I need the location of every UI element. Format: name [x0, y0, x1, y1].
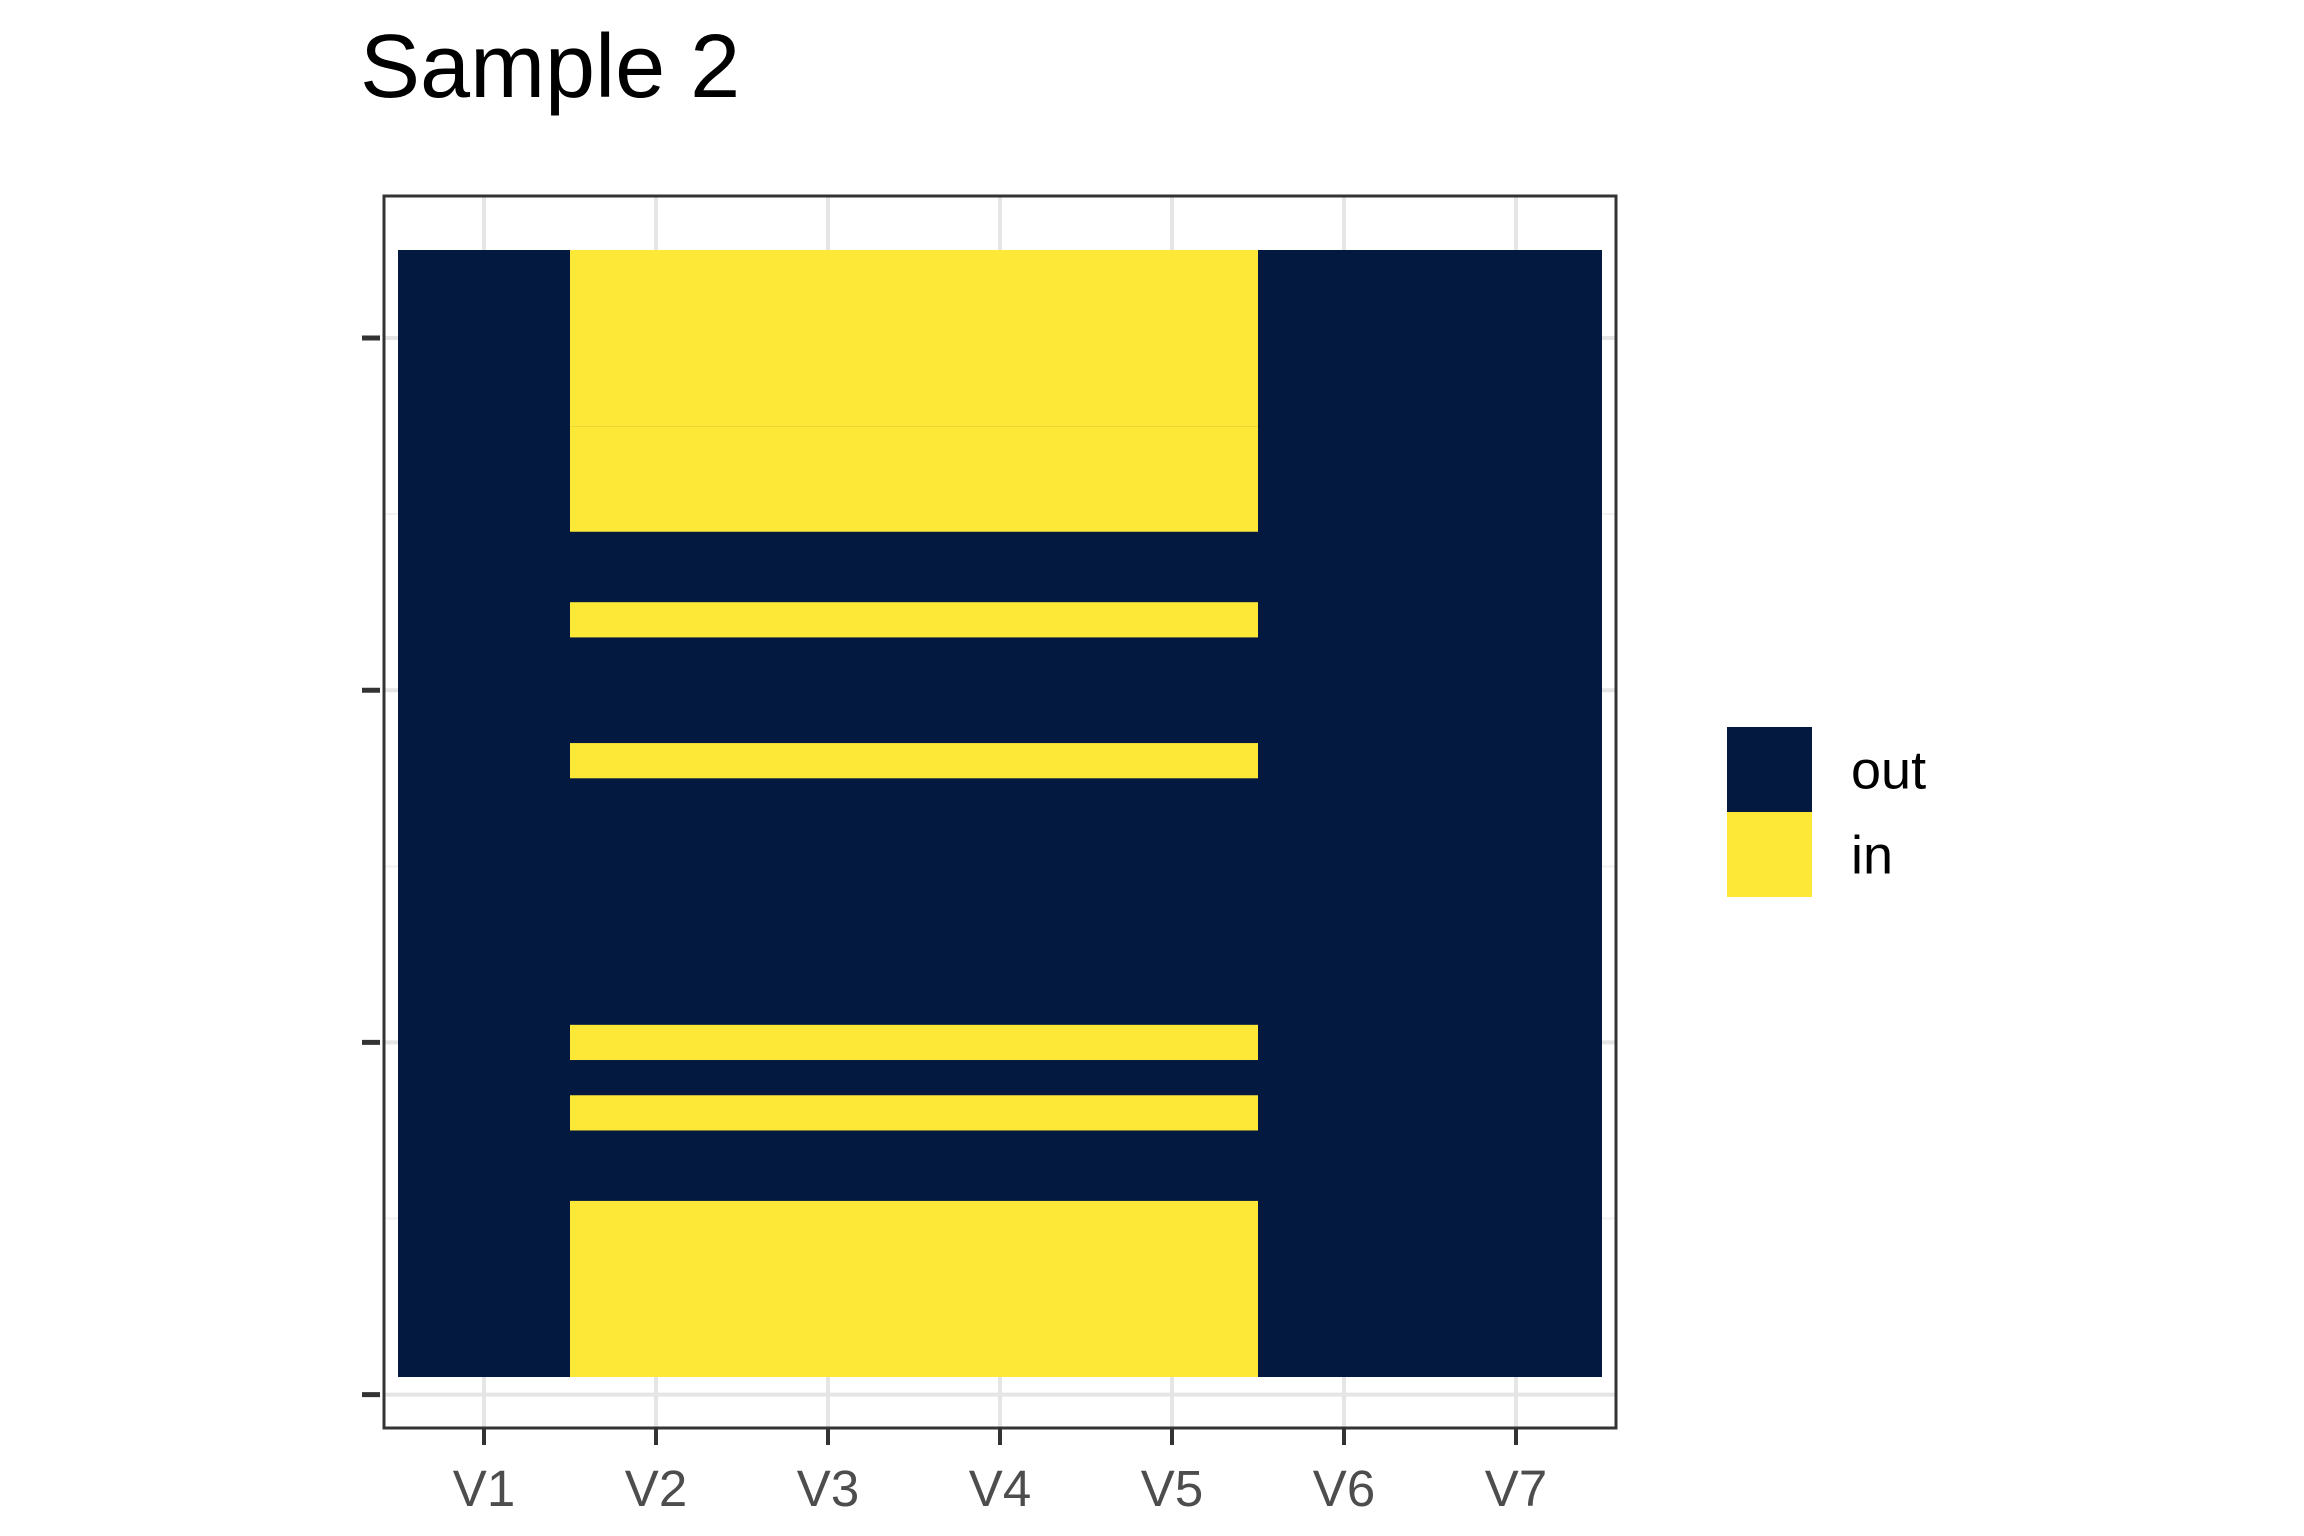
legend: out in: [1727, 727, 1926, 897]
x-tick-label-V5: V5: [1141, 1460, 1203, 1517]
heatmap-cells-V2-V5-in-6: [570, 250, 1258, 427]
legend-label-out: out: [1851, 741, 1926, 801]
heatmap-cells-V2-V5-in-4: [570, 602, 1258, 638]
y-axis: [362, 335, 380, 1398]
x-tick-label-V6: V6: [1313, 1460, 1375, 1517]
heatmap-cell-V6-out: [1258, 250, 1430, 1377]
x-tick-label-V3: V3: [797, 1460, 859, 1517]
heatmap-cells-V2-V5-in-2: [570, 1024, 1258, 1061]
x-axis: V1 V2 V3 V4 V5 V6 V7: [453, 1428, 1547, 1517]
x-tick-label-V7: V7: [1485, 1460, 1547, 1517]
heatmap-cells-V2-V5-in-3: [570, 743, 1258, 779]
heatmap-cells-V2-V5-in-5: [570, 426, 1258, 532]
heatmap-cells-V2-V5-in-0: [570, 1200, 1258, 1377]
chart-title: Sample 2: [360, 17, 741, 117]
x-tick-label-V4: V4: [969, 1460, 1031, 1517]
heatmap-cell-V7-out: [1430, 250, 1602, 1377]
heatmap-cells: [398, 250, 1602, 1377]
x-tick-label-V1: V1: [453, 1460, 515, 1517]
legend-label-in: in: [1851, 826, 1893, 886]
heatmap-cell-V1-out: [398, 250, 570, 1377]
legend-key-out: [1727, 727, 1812, 812]
x-tick-label-V2: V2: [625, 1460, 687, 1517]
heatmap-cells-V2-V5-in-1: [570, 1095, 1258, 1131]
legend-key-in: [1727, 812, 1812, 897]
